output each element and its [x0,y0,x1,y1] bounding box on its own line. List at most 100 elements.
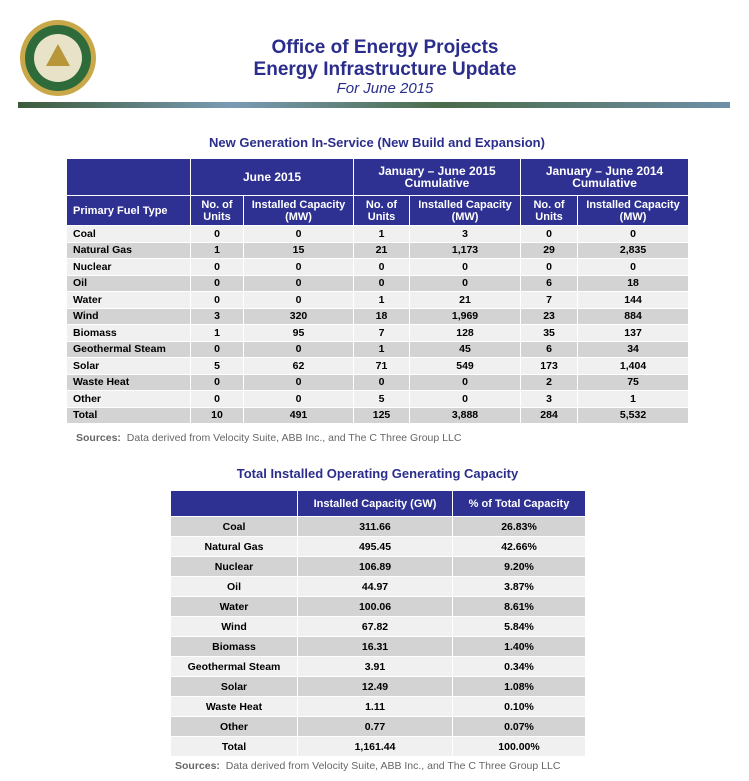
table-cell: Natural Gas [170,536,298,557]
table-row: Oil 0 0 0 0 6 18 [66,274,690,292]
table-cell: 0 [242,390,355,408]
table-cell: 18 [353,307,411,325]
table-row: Wind 3 320 18 1,969 23 884 [66,307,690,325]
sources-text: Data derived from Velocity Suite, ABB In… [126,432,462,444]
table-cell: 21 [353,241,411,259]
table-cell: 0 [242,258,355,276]
table-cell: 29 [520,241,579,259]
table-cell: 100.00% [452,736,586,757]
table-cell: 62 [242,357,355,375]
table-cell: Oil [170,576,298,597]
table-cell: 9.20% [452,556,586,577]
table-cell: 3.87% [452,576,586,597]
table-cell: 0 [409,373,522,391]
table-cell: 1 [190,241,244,259]
table-cell: 10 [190,406,244,424]
table-cell: 0 [190,340,244,358]
table-cell: 106.89 [297,556,453,577]
table-cell: 1 [353,225,411,243]
subtitle: For June 2015 [336,80,434,97]
table-cell: Natural Gas [66,241,191,259]
table-cell: 18 [577,274,690,292]
table-cell: 42.66% [452,536,586,557]
table: Installed Capacity (GW)% of Total Capaci… [170,490,586,757]
table-cell: Geothermal Steam [66,340,191,358]
table-cell: 0 [190,274,244,292]
table-cell: 67.82 [297,616,453,637]
table-cell: 6 [520,274,579,292]
column-header: Installed Capacity (MW) [577,195,690,226]
table-cell: 495.45 [297,536,453,557]
table-row: Other 0.77 0.07% [170,716,586,737]
table-cell: 0 [353,373,411,391]
table-cell: 1 [577,390,690,408]
table-cell: 44.97 [297,576,453,597]
table-cell: 144 [577,291,690,309]
table-cell: 0 [520,258,579,276]
table-cell: 311.66 [297,516,453,537]
table-cell: 491 [242,406,355,424]
table-cell: 1 [190,324,244,342]
table-row: Natural Gas 495.45 42.66% [170,536,586,557]
table-cell: 1,969 [409,307,522,325]
column-header: % of Total Capacity [452,490,586,517]
table-cell: 1.11 [297,696,453,717]
column-header: Primary Fuel Type [66,195,191,226]
table-cell: 75 [577,373,690,391]
table-cell: 3 [520,390,579,408]
table-cell: 95 [242,324,355,342]
table-cell: Wind [170,616,298,637]
table-cell: 0.07% [452,716,586,737]
table-cell: Total [170,736,298,757]
table-cell: 0 [520,225,579,243]
section-title: Total Installed Operating Generating Cap… [236,466,519,481]
table-cell: 3 [409,225,522,243]
sources-text: Data derived from Velocity Suite, ABB In… [225,760,561,772]
table-cell: Total [66,406,191,424]
table-cell: Water [170,596,298,617]
table-cell: Water [66,291,191,309]
table-cell: 7 [520,291,579,309]
table-cell: 0 [577,258,690,276]
table-cell: 5,532 [577,406,690,424]
table-cell: 173 [520,357,579,375]
table-cell: 45 [409,340,522,358]
table-cell: 1.08% [452,676,586,697]
table-row: Solar 5 62 71 549 173 1,404 [66,357,690,375]
table-cell: 0 [190,291,244,309]
table-cell: 2 [520,373,579,391]
table-cell: Nuclear [66,258,191,276]
table-row: Natural Gas 1 15 21 1,173 29 2,835 [66,241,690,259]
table-cell: 0 [242,274,355,292]
header-band [18,102,730,108]
table-cell: 3.91 [297,656,453,677]
table-cell: 0 [242,225,355,243]
table-cell: 2,835 [577,241,690,259]
table-cell: 15 [242,241,355,259]
table-cell: 0 [242,291,355,309]
sources: Sources: Data derived from Velocity Suit… [175,760,560,772]
table-row: Solar 12.49 1.08% [170,676,586,697]
table-cell: 8.61% [452,596,586,617]
table-cell: Biomass [66,324,191,342]
table-cell: Solar [170,676,298,697]
table-cell: 0.10% [452,696,586,717]
sources-label: Sources: [175,760,220,772]
table-cell: Nuclear [170,556,298,577]
table-cell: 0 [409,258,522,276]
table-cell: Geothermal Steam [170,656,298,677]
title: Energy Infrastructure Update [253,59,517,80]
table-cell: 1,173 [409,241,522,259]
column-header: Installed Capacity (MW) [409,195,522,226]
table-cell: Coal [66,225,191,243]
table-cell: 12.49 [297,676,453,697]
column-header: Installed Capacity (MW) [242,195,355,226]
column-header: No. of Units [353,195,411,226]
table-cell: 6 [520,340,579,358]
table-row: Water 100.06 8.61% [170,596,586,617]
sources-label: Sources: [76,432,121,444]
table-cell: 5 [353,390,411,408]
title: Office of Energy Projects [271,37,499,58]
column-header: No. of Units [190,195,244,226]
table-cell: 0 [577,225,690,243]
